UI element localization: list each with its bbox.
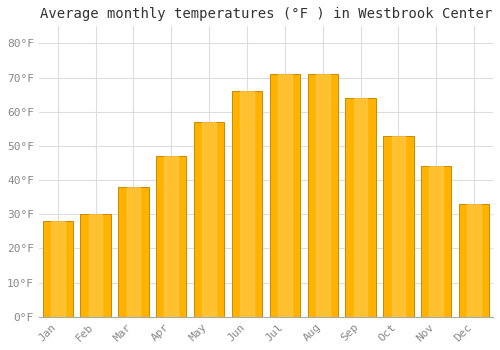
Bar xyxy=(354,98,368,317)
Bar xyxy=(240,91,254,317)
Bar xyxy=(89,214,102,317)
Bar xyxy=(308,74,338,317)
Bar xyxy=(430,166,443,317)
Bar xyxy=(384,136,414,317)
Title: Average monthly temperatures (°F ) in Westbrook Center: Average monthly temperatures (°F ) in We… xyxy=(40,7,492,21)
Bar xyxy=(316,74,330,317)
Bar xyxy=(468,204,481,317)
Bar xyxy=(346,98,376,317)
Bar xyxy=(392,136,405,317)
Bar xyxy=(270,74,300,317)
Bar xyxy=(126,187,140,317)
Bar xyxy=(421,166,452,317)
Bar xyxy=(164,156,178,317)
Bar xyxy=(42,221,73,317)
Bar xyxy=(459,204,490,317)
Bar xyxy=(278,74,291,317)
Bar xyxy=(202,122,216,317)
Bar xyxy=(194,122,224,317)
Bar xyxy=(51,221,64,317)
Bar xyxy=(156,156,186,317)
Bar xyxy=(118,187,148,317)
Bar xyxy=(232,91,262,317)
Bar xyxy=(80,214,110,317)
